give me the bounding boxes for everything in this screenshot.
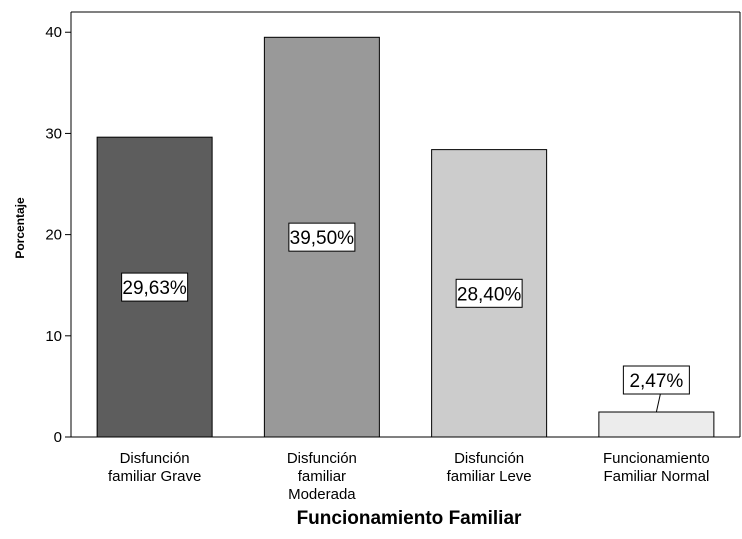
category-label: familiar	[298, 468, 346, 485]
data-label: 28,40%	[457, 284, 522, 305]
category-label: familiar Grave	[108, 468, 201, 485]
data-label-box	[455, 278, 523, 308]
data-label: 39,50%	[290, 228, 355, 249]
data-label: 2,47%	[629, 371, 683, 392]
bar	[598, 411, 715, 438]
category-label: Familiar Normal	[603, 468, 709, 485]
category-label: familiar Leve	[447, 468, 532, 485]
bars	[96, 36, 715, 438]
category-label: Disfunción	[287, 450, 357, 467]
data-label-box	[288, 222, 356, 252]
bar	[96, 136, 213, 438]
category-label: Disfunción	[454, 450, 524, 467]
y-tick-label: 30	[45, 125, 62, 142]
y-tick-label: 10	[45, 328, 62, 345]
y-axis-title: Porcentaje	[13, 197, 27, 259]
data-label: 29,63%	[122, 278, 187, 299]
y-tick-label: 20	[45, 227, 62, 244]
data-label-leader	[655, 393, 661, 413]
y-tick-label: 0	[54, 429, 62, 446]
category-label: Disfunción	[120, 450, 190, 467]
category-label: Moderada	[288, 486, 356, 503]
x-axis-title: Funcionamiento Familiar	[297, 508, 522, 529]
category-label: Funcionamiento	[603, 450, 710, 467]
data-labels: 29,63% 39,50% 28,40% 2,47%	[121, 222, 690, 413]
y-tick-label: 40	[45, 24, 62, 41]
data-label-box	[622, 365, 690, 395]
data-label-box	[121, 272, 189, 302]
y-axis-ticks: 0 10 20 30 40	[45, 24, 71, 446]
